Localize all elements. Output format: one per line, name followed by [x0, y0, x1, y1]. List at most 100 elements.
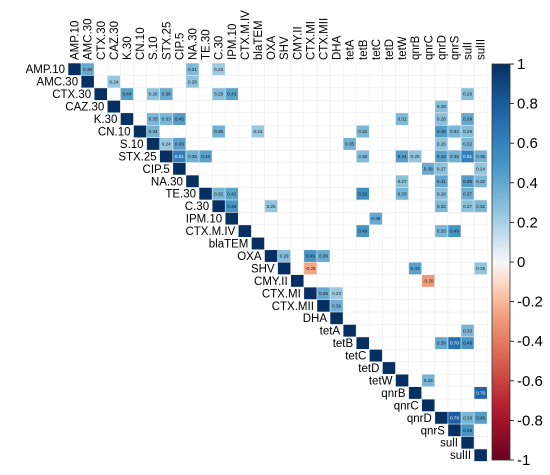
grid-cell [251, 149, 265, 163]
heatmap-cell [461, 150, 474, 163]
cell-value-label: 0.33 [463, 328, 472, 333]
cell-value-label: 0.61 [175, 154, 184, 159]
grid-cell [460, 62, 475, 76]
heatmap-cell [435, 150, 448, 163]
heatmap-cell [474, 175, 487, 188]
grid-cell [172, 87, 187, 101]
grid-cell [342, 62, 357, 76]
grid-cell [382, 262, 396, 275]
grid-cell [408, 125, 422, 138]
colorbar-tick-label: 0.4 [517, 175, 538, 192]
heatmap-cell [81, 63, 94, 76]
grid-cell [408, 349, 422, 363]
grid-cell [408, 224, 422, 238]
grid-cell [382, 162, 396, 176]
grid-cell [473, 349, 488, 363]
grid-cell [447, 324, 462, 338]
grid-cell [329, 75, 344, 89]
grid-cell [342, 75, 357, 89]
heatmap-cell [212, 63, 225, 76]
grid-cell [382, 87, 396, 101]
grid-cell [277, 212, 291, 226]
grid-cell [238, 199, 252, 213]
grid-cell [303, 149, 318, 163]
grid-cell [120, 100, 134, 113]
row-label: tetD [358, 363, 379, 375]
grid-cell [198, 162, 213, 176]
grid-cell [473, 436, 488, 450]
grid-cell [473, 212, 488, 226]
grid-cell [264, 62, 278, 76]
grid-cell [421, 187, 436, 201]
row-label: IPM.10 [186, 214, 222, 226]
grid-cell [382, 199, 396, 213]
diagonal-cell [382, 362, 396, 374]
cell-value-label: 0.28 [437, 191, 446, 196]
diagonal-cell [251, 237, 265, 250]
grid-cell [159, 125, 173, 138]
grid-cell [460, 299, 475, 313]
grid-cell [460, 237, 475, 250]
diagonal-cell [238, 225, 252, 237]
grid-cell [238, 125, 252, 138]
grid-cell [447, 349, 462, 363]
grid-cell [447, 398, 462, 412]
grid-cell [185, 100, 200, 113]
grid-cell [316, 137, 331, 151]
heatmap-cell [461, 411, 474, 424]
cell-value-label: 0.33 [398, 191, 407, 196]
grid-cell [382, 75, 396, 89]
heatmap-cell [448, 125, 461, 138]
row-label: SHV [251, 263, 275, 275]
grid-cell [316, 237, 331, 250]
grid-cell [238, 62, 252, 76]
grid-cell [356, 311, 370, 325]
grid-cell [329, 125, 344, 138]
grid-cell [382, 149, 396, 163]
grid-cell [264, 75, 278, 89]
grid-cell [356, 212, 370, 226]
grid-cell [120, 62, 134, 76]
grid-cell [395, 137, 409, 151]
heatmap-cell [461, 88, 474, 101]
grid-cell [211, 162, 226, 176]
grid-cell [316, 212, 331, 226]
grid-cell [316, 87, 331, 101]
diagonal-cell [448, 424, 461, 437]
grid-cell [434, 237, 449, 250]
grid-cell [408, 286, 422, 300]
cell-value-label: 0.36 [332, 303, 341, 308]
grid-cell [159, 75, 173, 89]
grid-cell [316, 274, 331, 288]
diagonal-cell [356, 337, 369, 350]
cell-value-label: 0.39 [83, 67, 92, 72]
grid-cell [329, 149, 344, 163]
grid-cell [473, 448, 488, 462]
diagonal-cell [120, 113, 134, 125]
heatmap-cell [369, 212, 383, 225]
grid-cell [369, 324, 383, 338]
grid-cell [159, 62, 173, 76]
column-label: sulII [476, 39, 488, 60]
grid-cell [264, 100, 278, 113]
grid-cell [238, 162, 252, 176]
heatmap-cell [474, 200, 487, 213]
diagonal-cell [173, 162, 186, 175]
colorbar-tick-label: 1 [517, 56, 525, 73]
column-label: qnrB [410, 35, 422, 60]
grid-cell [473, 286, 488, 300]
column-label: OXA [266, 35, 278, 60]
grid-cell [342, 299, 357, 313]
grid-cell [356, 249, 370, 263]
grid-cell [290, 62, 305, 76]
heatmap-cell [395, 113, 409, 125]
heatmap-cell [160, 113, 173, 125]
grid-cell [290, 112, 305, 126]
grid-cell [356, 137, 370, 151]
column-label: IPM.10 [227, 24, 239, 60]
grid-cell [198, 87, 213, 101]
grid-cell [198, 174, 213, 188]
grid-cell [329, 199, 344, 213]
grid-cell [395, 324, 409, 338]
grid-cell [342, 187, 357, 201]
